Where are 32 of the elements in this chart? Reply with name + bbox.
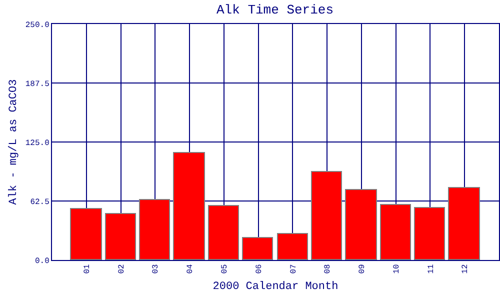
y-tick-label: 125.0 xyxy=(25,138,50,148)
x-tick-label: 09 xyxy=(358,264,368,274)
y-tick-label: 0.0 xyxy=(34,256,50,266)
bar xyxy=(242,237,273,260)
x-tick-label: 11 xyxy=(426,264,436,274)
y-axis-title: Alk - mg/L as CaCO3 xyxy=(8,79,20,205)
chart-title: Alk Time Series xyxy=(216,2,334,18)
x-axis-title: 2000 Calendar Month xyxy=(212,281,338,294)
y-tick-label: 250.0 xyxy=(25,20,50,30)
bar xyxy=(105,213,136,260)
x-tick-label: 02 xyxy=(117,264,126,274)
bar xyxy=(208,205,239,260)
x-tick-label: 04 xyxy=(186,264,196,274)
x-tick-label: 05 xyxy=(220,264,230,274)
x-tick-label: 10 xyxy=(392,264,402,274)
bar xyxy=(380,204,411,260)
y-tick-label: 187.5 xyxy=(25,80,50,89)
x-tick-label: 01 xyxy=(82,264,92,274)
x-tick-label: 08 xyxy=(324,264,333,274)
x-tick-label: 06 xyxy=(254,264,264,274)
bar xyxy=(173,152,205,260)
bar xyxy=(139,199,170,260)
x-tick-label: 07 xyxy=(289,264,298,274)
bar xyxy=(70,208,102,260)
bar xyxy=(277,233,308,260)
bar xyxy=(414,207,445,260)
x-tick-label: 12 xyxy=(461,264,470,274)
bar xyxy=(345,189,377,260)
x-tick-label: 03 xyxy=(152,264,161,274)
y-tick-label: 62.5 xyxy=(30,198,50,207)
bar xyxy=(311,171,342,260)
bar xyxy=(448,187,480,260)
